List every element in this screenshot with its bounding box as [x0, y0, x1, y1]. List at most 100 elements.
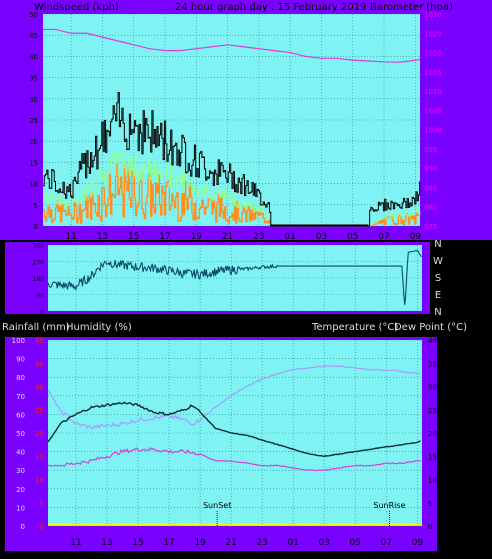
wind-x-label: 21 — [222, 232, 233, 242]
barometer-y-tick-label: 985 — [424, 184, 437, 192]
temp-series — [47, 364, 422, 526]
wind-y-tick-label: 5 — [34, 202, 38, 210]
wind-y-tick-label: 35 — [29, 75, 38, 83]
rain-y-tick-label: 20 — [35, 430, 44, 438]
humidity-y-tick-label: 60 — [16, 411, 25, 419]
temp-x-label: 09 — [412, 538, 424, 548]
temp-x-label: 05 — [350, 538, 361, 548]
wind-y-tick-label: 0 — [34, 223, 38, 231]
rain-y-ticks: 0 5 10 15 20 25 30 35 40 — [35, 337, 44, 531]
humidity-y-tick-label: 20 — [16, 486, 25, 494]
wind-x-label: 03 — [316, 232, 327, 242]
rainfall-label: Rainfall (mm) — [2, 322, 70, 333]
wind-y-tick-label: 10 — [29, 181, 38, 189]
wind-x-label: 11 — [65, 232, 76, 242]
humidity-label: Humidity (%) — [66, 322, 132, 333]
temp-y-tick-label: 15 — [428, 453, 437, 461]
temp-y-tick-label: 10 — [428, 477, 437, 485]
compass-label: N — [434, 307, 441, 318]
humidity-y-tick-label: 80 — [16, 374, 25, 382]
rain-y-tick-label: 0 — [40, 523, 44, 531]
wind-y-tick-label: 50 — [29, 11, 38, 19]
temp-x-label: 11 — [70, 538, 81, 548]
barometer-y-tick-label: 995 — [424, 146, 437, 154]
humidity-y-tick-label: 30 — [16, 467, 25, 475]
rain-y-tick-label: 5 — [40, 500, 44, 508]
humidity-y-tick-label: 40 — [16, 449, 25, 457]
temp-x-label: 23 — [256, 538, 267, 548]
wind-y-tick-label: 20 — [29, 138, 38, 146]
barometer-y-tick-label: 980 — [424, 204, 437, 212]
compass-label: N — [434, 239, 441, 250]
compass-label: E — [435, 290, 441, 301]
direction-y-tick-label: 180 — [33, 276, 45, 283]
temp-x-label: 21 — [225, 538, 236, 548]
direction-series — [47, 250, 422, 305]
wind-y-tick-label: 15 — [29, 159, 38, 167]
humidity-y-tick-label: 100 — [12, 337, 25, 345]
barometer-y-tick-label: 1015 — [424, 69, 442, 77]
dewpoint-label: Dew Point (°C) — [394, 322, 467, 333]
compass-label: W — [433, 256, 443, 267]
wind-x-label: 13 — [97, 232, 108, 242]
wind-direction-line — [47, 250, 422, 305]
temp-y-tick-label: 25 — [428, 407, 437, 415]
barometer-y-ticks: 975 980 985 990 995 1000 1005 1010 1015 1020 1025 1… — [424, 11, 442, 231]
barometer-label: Barometer (hpa) — [370, 2, 453, 13]
barometer-y-tick-label: 1030 — [424, 11, 442, 19]
temp-y-tick-label: 30 — [428, 384, 437, 392]
dewpoint-line — [47, 446, 421, 472]
temp-x-label: 03 — [319, 538, 330, 548]
humidity-line — [47, 364, 421, 430]
wind-x-labels: 11 13 15 17 19 21 23 01 03 05 07 09 — [65, 232, 421, 242]
wind-series — [43, 28, 421, 227]
direction-y-ticks: 0 90 180 270 360 — [33, 243, 45, 316]
humidity-y-tick-label: 0 — [21, 523, 25, 531]
temp-x-label: 19 — [194, 538, 206, 548]
barometer-y-tick-label: 1010 — [424, 88, 442, 96]
temp-y-tick-label: 35 — [428, 360, 437, 368]
sun-markers: SunSet SunRise — [203, 501, 406, 526]
barometer-y-tick-label: 1020 — [424, 50, 442, 58]
wind-x-label: 09 — [410, 232, 422, 242]
humidity-y-ticks: 0 10 20 30 40 50 60 70 80 90 100 — [12, 337, 25, 531]
barometer-y-tick-label: 1005 — [424, 107, 442, 115]
wind-x-label: 23 — [253, 232, 264, 242]
barometer-y-tick-label: 990 — [424, 165, 437, 173]
rain-y-tick-label: 30 — [35, 384, 44, 392]
wind-x-label: 17 — [159, 232, 170, 242]
wind-x-label: 05 — [347, 232, 358, 242]
temperature-line — [47, 401, 421, 458]
rain-y-tick-label: 35 — [35, 360, 44, 368]
compass-label: S — [435, 273, 441, 284]
humidity-y-tick-label: 90 — [16, 356, 25, 364]
direction-y-tick-label: 360 — [33, 243, 45, 250]
windspeed-label: Windspeed (kph) — [34, 2, 119, 13]
barometer-y-tick-label: 1000 — [424, 127, 442, 135]
temp-y-ticks: 0 5 10 15 20 25 30 35 40 — [428, 337, 437, 531]
barometer-y-tick-label: 975 — [424, 223, 437, 231]
direction-y-tick-label: 90 — [36, 293, 44, 300]
rain-y-tick-label: 10 — [35, 477, 44, 485]
barometer-y-tick-label: 1025 — [424, 30, 442, 38]
wind-y-tick-label: 30 — [29, 96, 38, 104]
wind-x-label: 15 — [128, 232, 139, 242]
temp-x-label: 13 — [101, 538, 112, 548]
rain-y-tick-label: 40 — [35, 337, 44, 345]
wind-y-tick-label: 40 — [29, 53, 38, 61]
wind-x-label: 01 — [284, 232, 295, 242]
direction-y-tick-label: 270 — [33, 260, 45, 267]
wind-grid — [43, 13, 420, 227]
humidity-y-tick-label: 10 — [16, 504, 25, 512]
wind-x-label: 19 — [191, 232, 203, 242]
temp-y-tick-label: 40 — [428, 337, 437, 345]
wind-y-tick-label: 45 — [29, 32, 38, 40]
temp-y-tick-label: 20 — [428, 430, 437, 438]
temp-grid — [48, 339, 422, 527]
humidity-y-tick-label: 50 — [16, 430, 25, 438]
graph-title: 24 hour graph day : 15 February 2019 — [175, 2, 366, 13]
sunset-label: SunSet — [203, 501, 231, 510]
